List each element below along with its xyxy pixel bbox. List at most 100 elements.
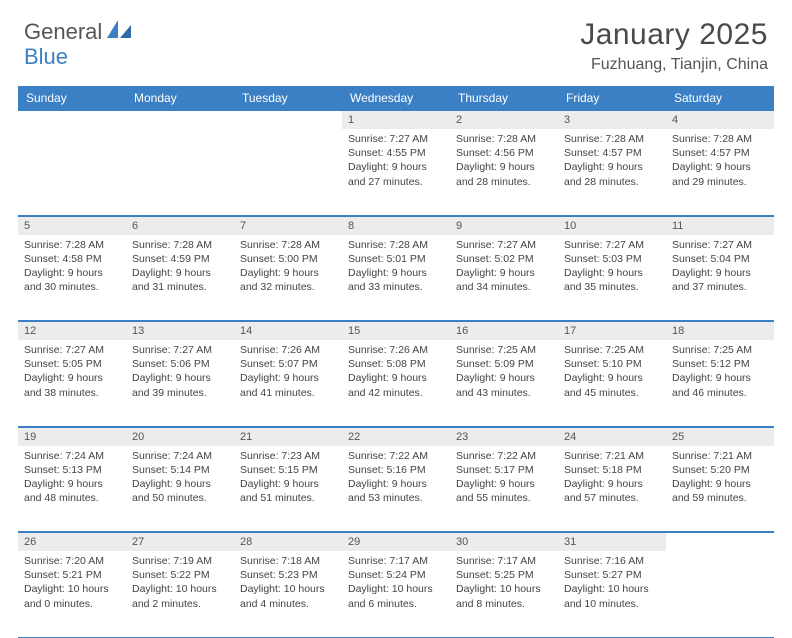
daynum-cell: 11 — [666, 215, 774, 235]
daynum-row: 567891011 — [18, 215, 774, 235]
day-number: 1 — [342, 110, 450, 129]
day-detail: Sunrise: 7:27 AMSunset: 5:05 PMDaylight:… — [18, 340, 126, 404]
day-number: 14 — [234, 321, 342, 340]
day-cell — [666, 551, 774, 637]
day-header: Thursday — [450, 86, 558, 110]
daynum-cell: 21 — [234, 426, 342, 446]
day-detail: Sunrise: 7:28 AMSunset: 4:56 PMDaylight:… — [450, 129, 558, 193]
day-detail: Sunrise: 7:27 AMSunset: 5:04 PMDaylight:… — [666, 235, 774, 299]
title-block: January 2025 Fuzhuang, Tianjin, China — [580, 18, 768, 74]
day-cell: Sunrise: 7:27 AMSunset: 5:03 PMDaylight:… — [558, 235, 666, 321]
day-header: Friday — [558, 86, 666, 110]
daynum-cell: 3 — [558, 110, 666, 129]
day-number: 22 — [342, 427, 450, 446]
day-number: 10 — [558, 216, 666, 235]
day-detail: Sunrise: 7:25 AMSunset: 5:12 PMDaylight:… — [666, 340, 774, 404]
day-number: 17 — [558, 321, 666, 340]
daynum-cell: 29 — [342, 532, 450, 552]
day-detail: Sunrise: 7:27 AMSunset: 5:03 PMDaylight:… — [558, 235, 666, 299]
day-detail: Sunrise: 7:26 AMSunset: 5:07 PMDaylight:… — [234, 340, 342, 404]
day-cell: Sunrise: 7:16 AMSunset: 5:27 PMDaylight:… — [558, 551, 666, 637]
daynum-cell: 28 — [234, 532, 342, 552]
logo-text-general: General — [24, 19, 102, 45]
daynum-cell: 26 — [18, 532, 126, 552]
day-number: 18 — [666, 321, 774, 340]
day-cell: Sunrise: 7:23 AMSunset: 5:15 PMDaylight:… — [234, 446, 342, 532]
daynum-row: 262728293031 — [18, 532, 774, 552]
daynum-cell: 4 — [666, 110, 774, 129]
daynum-cell: 15 — [342, 321, 450, 341]
day-number: 16 — [450, 321, 558, 340]
location: Fuzhuang, Tianjin, China — [580, 56, 768, 74]
day-number: 27 — [126, 532, 234, 551]
day-cell: Sunrise: 7:27 AMSunset: 5:05 PMDaylight:… — [18, 340, 126, 426]
daynum-cell: 5 — [18, 215, 126, 235]
day-detail: Sunrise: 7:25 AMSunset: 5:09 PMDaylight:… — [450, 340, 558, 404]
day-header: Monday — [126, 86, 234, 110]
day-cell: Sunrise: 7:25 AMSunset: 5:12 PMDaylight:… — [666, 340, 774, 426]
month-title: January 2025 — [580, 18, 768, 52]
day-number: 2 — [450, 110, 558, 129]
day-detail: Sunrise: 7:28 AMSunset: 5:00 PMDaylight:… — [234, 235, 342, 299]
day-detail: Sunrise: 7:17 AMSunset: 5:24 PMDaylight:… — [342, 551, 450, 615]
daynum-row: 19202122232425 — [18, 426, 774, 446]
daynum-cell — [18, 110, 126, 129]
day-detail: Sunrise: 7:28 AMSunset: 4:57 PMDaylight:… — [666, 129, 774, 193]
day-number: 12 — [18, 321, 126, 340]
day-number: 31 — [558, 532, 666, 551]
week-row: Sunrise: 7:28 AMSunset: 4:58 PMDaylight:… — [18, 235, 774, 321]
daynum-row: 12131415161718 — [18, 321, 774, 341]
daynum-cell: 9 — [450, 215, 558, 235]
daynum-cell: 2 — [450, 110, 558, 129]
day-detail: Sunrise: 7:24 AMSunset: 5:13 PMDaylight:… — [18, 446, 126, 510]
day-header: Sunday — [18, 86, 126, 110]
day-cell: Sunrise: 7:28 AMSunset: 4:58 PMDaylight:… — [18, 235, 126, 321]
day-cell: Sunrise: 7:28 AMSunset: 5:01 PMDaylight:… — [342, 235, 450, 321]
day-detail: Sunrise: 7:28 AMSunset: 4:57 PMDaylight:… — [558, 129, 666, 193]
day-cell: Sunrise: 7:27 AMSunset: 4:55 PMDaylight:… — [342, 129, 450, 215]
day-cell: Sunrise: 7:18 AMSunset: 5:23 PMDaylight:… — [234, 551, 342, 637]
calendar-table: SundayMondayTuesdayWednesdayThursdayFrid… — [18, 86, 774, 638]
day-detail: Sunrise: 7:28 AMSunset: 4:59 PMDaylight:… — [126, 235, 234, 299]
week-row: Sunrise: 7:24 AMSunset: 5:13 PMDaylight:… — [18, 446, 774, 532]
day-number: 13 — [126, 321, 234, 340]
day-number — [666, 532, 774, 551]
daynum-cell: 1 — [342, 110, 450, 129]
daynum-cell: 25 — [666, 426, 774, 446]
daynum-cell: 16 — [450, 321, 558, 341]
day-number: 30 — [450, 532, 558, 551]
day-cell — [126, 129, 234, 215]
day-cell: Sunrise: 7:27 AMSunset: 5:04 PMDaylight:… — [666, 235, 774, 321]
day-detail: Sunrise: 7:16 AMSunset: 5:27 PMDaylight:… — [558, 551, 666, 615]
day-number: 5 — [18, 216, 126, 235]
day-number: 28 — [234, 532, 342, 551]
day-detail: Sunrise: 7:27 AMSunset: 5:06 PMDaylight:… — [126, 340, 234, 404]
day-number — [234, 110, 342, 129]
daynum-cell — [126, 110, 234, 129]
day-number: 19 — [18, 427, 126, 446]
day-number: 15 — [342, 321, 450, 340]
day-cell: Sunrise: 7:20 AMSunset: 5:21 PMDaylight:… — [18, 551, 126, 637]
daynum-cell — [666, 532, 774, 552]
day-detail: Sunrise: 7:26 AMSunset: 5:08 PMDaylight:… — [342, 340, 450, 404]
daynum-cell: 18 — [666, 321, 774, 341]
day-cell: Sunrise: 7:17 AMSunset: 5:24 PMDaylight:… — [342, 551, 450, 637]
day-cell: Sunrise: 7:26 AMSunset: 5:08 PMDaylight:… — [342, 340, 450, 426]
week-row: Sunrise: 7:27 AMSunset: 4:55 PMDaylight:… — [18, 129, 774, 215]
day-cell: Sunrise: 7:21 AMSunset: 5:20 PMDaylight:… — [666, 446, 774, 532]
day-detail: Sunrise: 7:28 AMSunset: 5:01 PMDaylight:… — [342, 235, 450, 299]
day-number: 3 — [558, 110, 666, 129]
day-number: 9 — [450, 216, 558, 235]
day-number: 20 — [126, 427, 234, 446]
daynum-cell: 31 — [558, 532, 666, 552]
day-cell: Sunrise: 7:28 AMSunset: 4:57 PMDaylight:… — [666, 129, 774, 215]
daynum-cell: 24 — [558, 426, 666, 446]
day-detail: Sunrise: 7:24 AMSunset: 5:14 PMDaylight:… — [126, 446, 234, 510]
day-cell: Sunrise: 7:22 AMSunset: 5:16 PMDaylight:… — [342, 446, 450, 532]
day-number: 8 — [342, 216, 450, 235]
day-number: 23 — [450, 427, 558, 446]
daynum-cell: 27 — [126, 532, 234, 552]
daynum-cell: 17 — [558, 321, 666, 341]
day-cell: Sunrise: 7:25 AMSunset: 5:09 PMDaylight:… — [450, 340, 558, 426]
day-detail: Sunrise: 7:19 AMSunset: 5:22 PMDaylight:… — [126, 551, 234, 615]
